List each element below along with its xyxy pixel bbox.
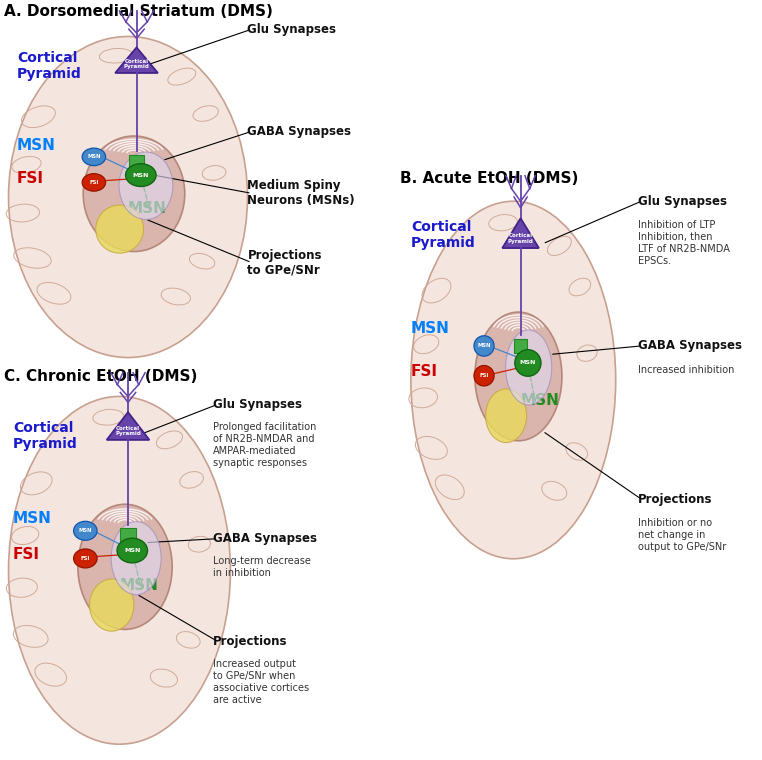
Text: Inhibition or no
net change in
output to GPe/SNr: Inhibition or no net change in output to…: [638, 518, 726, 553]
Ellipse shape: [8, 397, 230, 744]
Ellipse shape: [474, 336, 494, 356]
Text: MSN: MSN: [520, 393, 559, 408]
Text: MSN: MSN: [78, 528, 92, 534]
Text: FSI: FSI: [81, 556, 90, 561]
Text: MSN: MSN: [133, 173, 149, 178]
Text: Cortical
Pyramid: Cortical Pyramid: [17, 51, 82, 81]
Text: MSN: MSN: [477, 344, 491, 348]
Ellipse shape: [126, 163, 156, 186]
Text: Cortical
Pyramid: Cortical Pyramid: [411, 220, 475, 250]
Text: FSI: FSI: [89, 180, 98, 185]
Ellipse shape: [474, 366, 494, 386]
Ellipse shape: [78, 504, 172, 629]
Text: Increased inhibition: Increased inhibition: [638, 365, 734, 375]
Text: MSN: MSN: [128, 201, 167, 216]
Text: MSN: MSN: [124, 548, 140, 553]
Text: FSI: FSI: [13, 547, 40, 562]
Ellipse shape: [485, 389, 527, 442]
Text: MSN: MSN: [120, 578, 158, 594]
Text: Cortical
Pyramid: Cortical Pyramid: [507, 233, 533, 244]
Text: A. Dorsomedial Striatum (DMS): A. Dorsomedial Striatum (DMS): [5, 4, 273, 19]
Text: Prolonged facilitation
of NR2B-NMDAR and
AMPAR-mediated
synaptic responses: Prolonged facilitation of NR2B-NMDAR and…: [213, 422, 317, 468]
Text: Projections: Projections: [638, 492, 712, 505]
Ellipse shape: [119, 152, 173, 220]
Text: FSI: FSI: [411, 364, 438, 379]
Text: Glu Synapses: Glu Synapses: [248, 23, 337, 36]
Text: GABA Synapses: GABA Synapses: [638, 340, 741, 353]
FancyBboxPatch shape: [120, 528, 136, 541]
Ellipse shape: [74, 521, 97, 540]
Ellipse shape: [411, 201, 616, 559]
Ellipse shape: [96, 205, 143, 253]
Text: Glu Synapses: Glu Synapses: [638, 195, 727, 207]
Polygon shape: [502, 218, 539, 248]
Text: MSN: MSN: [520, 360, 536, 366]
Ellipse shape: [82, 173, 106, 192]
FancyBboxPatch shape: [129, 155, 145, 166]
Ellipse shape: [74, 549, 97, 568]
Text: Projections
to GPe/SNr: Projections to GPe/SNr: [248, 249, 322, 277]
Text: Increased output
to GPe/SNr when
associative cortices
are active: Increased output to GPe/SNr when associa…: [213, 659, 309, 705]
Text: B. Acute EtOH (DMS): B. Acute EtOH (DMS): [400, 172, 578, 186]
Text: Long-term decrease
in inhibition: Long-term decrease in inhibition: [213, 556, 311, 578]
FancyBboxPatch shape: [514, 339, 527, 353]
Polygon shape: [115, 47, 158, 73]
Polygon shape: [107, 412, 149, 440]
Text: Cortical
Pyramid: Cortical Pyramid: [13, 421, 78, 451]
Text: MSN: MSN: [411, 321, 450, 337]
Text: MSN: MSN: [17, 138, 56, 154]
Text: Cortical
Pyramid: Cortical Pyramid: [115, 426, 141, 436]
Ellipse shape: [111, 521, 161, 594]
Text: MSN: MSN: [87, 154, 101, 160]
Ellipse shape: [506, 330, 552, 405]
Text: Glu Synapses: Glu Synapses: [213, 397, 303, 411]
Text: C. Chronic EtOH (DMS): C. Chronic EtOH (DMS): [5, 369, 197, 384]
Text: Projections: Projections: [213, 635, 288, 648]
Ellipse shape: [515, 350, 541, 376]
Ellipse shape: [475, 312, 562, 441]
Text: FSI: FSI: [479, 373, 488, 378]
Text: Inhibition of LTP
Inhibition, then
LTF of NR2B-NMDA
EPSCs.: Inhibition of LTP Inhibition, then LTF o…: [638, 220, 729, 267]
Ellipse shape: [83, 136, 184, 252]
Ellipse shape: [82, 148, 106, 166]
Text: Medium Spiny
Neurons (MSNs): Medium Spiny Neurons (MSNs): [248, 179, 355, 207]
Text: FSI: FSI: [17, 171, 44, 186]
Ellipse shape: [117, 538, 148, 563]
Text: MSN: MSN: [13, 511, 52, 527]
Ellipse shape: [89, 579, 134, 631]
Text: Cortical
Pyramid: Cortical Pyramid: [123, 59, 149, 69]
Text: GABA Synapses: GABA Synapses: [213, 532, 317, 545]
Text: GABA Synapses: GABA Synapses: [248, 125, 351, 138]
Ellipse shape: [8, 36, 248, 357]
